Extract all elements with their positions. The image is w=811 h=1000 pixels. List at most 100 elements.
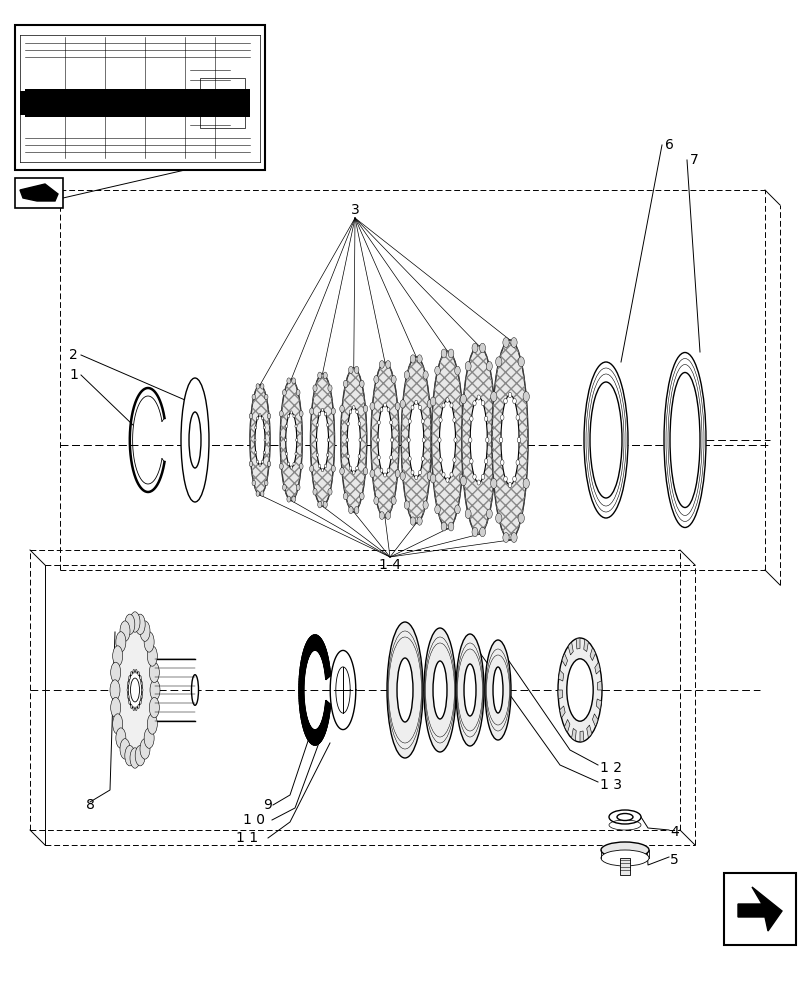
Ellipse shape <box>138 671 139 676</box>
Ellipse shape <box>448 349 453 358</box>
Polygon shape <box>299 701 304 706</box>
Ellipse shape <box>291 378 295 384</box>
Polygon shape <box>302 713 306 723</box>
Polygon shape <box>564 719 569 733</box>
Ellipse shape <box>113 714 122 734</box>
Ellipse shape <box>486 361 491 371</box>
Ellipse shape <box>395 402 400 410</box>
Ellipse shape <box>387 408 389 412</box>
Ellipse shape <box>453 458 456 462</box>
Ellipse shape <box>326 423 328 427</box>
Polygon shape <box>298 683 303 686</box>
Polygon shape <box>298 696 303 700</box>
Polygon shape <box>298 680 303 684</box>
Ellipse shape <box>468 437 471 443</box>
Polygon shape <box>300 666 305 674</box>
Ellipse shape <box>484 416 487 421</box>
Ellipse shape <box>294 452 297 455</box>
Polygon shape <box>322 720 325 732</box>
Bar <box>15 178 63 208</box>
Ellipse shape <box>251 394 255 400</box>
Text: 6: 6 <box>664 138 673 152</box>
Polygon shape <box>325 705 329 712</box>
Ellipse shape <box>261 417 264 420</box>
Ellipse shape <box>387 622 423 758</box>
Ellipse shape <box>150 680 160 700</box>
Ellipse shape <box>144 632 154 652</box>
Text: 7: 7 <box>689 153 698 167</box>
Polygon shape <box>318 638 320 652</box>
Ellipse shape <box>260 384 264 389</box>
Ellipse shape <box>256 417 258 420</box>
Ellipse shape <box>149 662 159 683</box>
Ellipse shape <box>502 338 508 348</box>
Polygon shape <box>298 693 303 696</box>
Ellipse shape <box>355 410 358 414</box>
Polygon shape <box>310 728 311 743</box>
Ellipse shape <box>454 505 460 514</box>
Ellipse shape <box>128 671 142 709</box>
Ellipse shape <box>441 472 444 477</box>
Polygon shape <box>309 728 311 742</box>
Ellipse shape <box>408 402 423 478</box>
Ellipse shape <box>440 522 446 531</box>
Ellipse shape <box>404 501 409 509</box>
Ellipse shape <box>502 532 508 542</box>
Ellipse shape <box>389 420 392 425</box>
Ellipse shape <box>264 438 266 442</box>
Ellipse shape <box>461 346 496 534</box>
Polygon shape <box>312 635 313 650</box>
Polygon shape <box>317 636 319 651</box>
Polygon shape <box>317 729 319 744</box>
Ellipse shape <box>267 461 270 467</box>
Ellipse shape <box>339 468 344 475</box>
Ellipse shape <box>259 464 260 466</box>
Ellipse shape <box>445 478 448 482</box>
Ellipse shape <box>380 408 383 412</box>
Text: 1 1: 1 1 <box>235 831 258 845</box>
Ellipse shape <box>377 455 380 460</box>
Ellipse shape <box>557 638 601 742</box>
Polygon shape <box>325 670 329 676</box>
Ellipse shape <box>484 640 510 740</box>
Polygon shape <box>300 704 304 711</box>
Ellipse shape <box>373 376 378 383</box>
Polygon shape <box>301 709 305 718</box>
Ellipse shape <box>328 385 332 392</box>
Ellipse shape <box>254 438 255 442</box>
Polygon shape <box>322 719 325 731</box>
Polygon shape <box>300 707 305 715</box>
Ellipse shape <box>600 850 648 866</box>
Ellipse shape <box>147 714 157 734</box>
Polygon shape <box>305 722 308 735</box>
Ellipse shape <box>471 527 478 537</box>
Ellipse shape <box>583 362 627 518</box>
Ellipse shape <box>141 694 143 699</box>
Ellipse shape <box>500 460 504 465</box>
Ellipse shape <box>401 357 431 523</box>
Ellipse shape <box>421 456 423 461</box>
Bar <box>15 25 264 170</box>
Polygon shape <box>319 727 320 742</box>
Ellipse shape <box>255 415 264 465</box>
Ellipse shape <box>328 488 332 495</box>
Polygon shape <box>307 642 309 656</box>
Ellipse shape <box>485 437 488 443</box>
Polygon shape <box>299 672 304 678</box>
Polygon shape <box>324 715 327 725</box>
Ellipse shape <box>138 704 139 709</box>
Polygon shape <box>311 729 312 744</box>
Ellipse shape <box>430 474 436 483</box>
Ellipse shape <box>299 463 303 469</box>
Polygon shape <box>323 654 327 664</box>
Polygon shape <box>324 659 328 668</box>
Polygon shape <box>299 699 304 703</box>
Ellipse shape <box>469 416 473 421</box>
Ellipse shape <box>492 667 502 713</box>
Polygon shape <box>595 699 601 710</box>
Ellipse shape <box>500 395 518 485</box>
Ellipse shape <box>348 366 353 374</box>
Ellipse shape <box>404 371 409 379</box>
Ellipse shape <box>383 403 386 407</box>
Ellipse shape <box>291 496 295 502</box>
